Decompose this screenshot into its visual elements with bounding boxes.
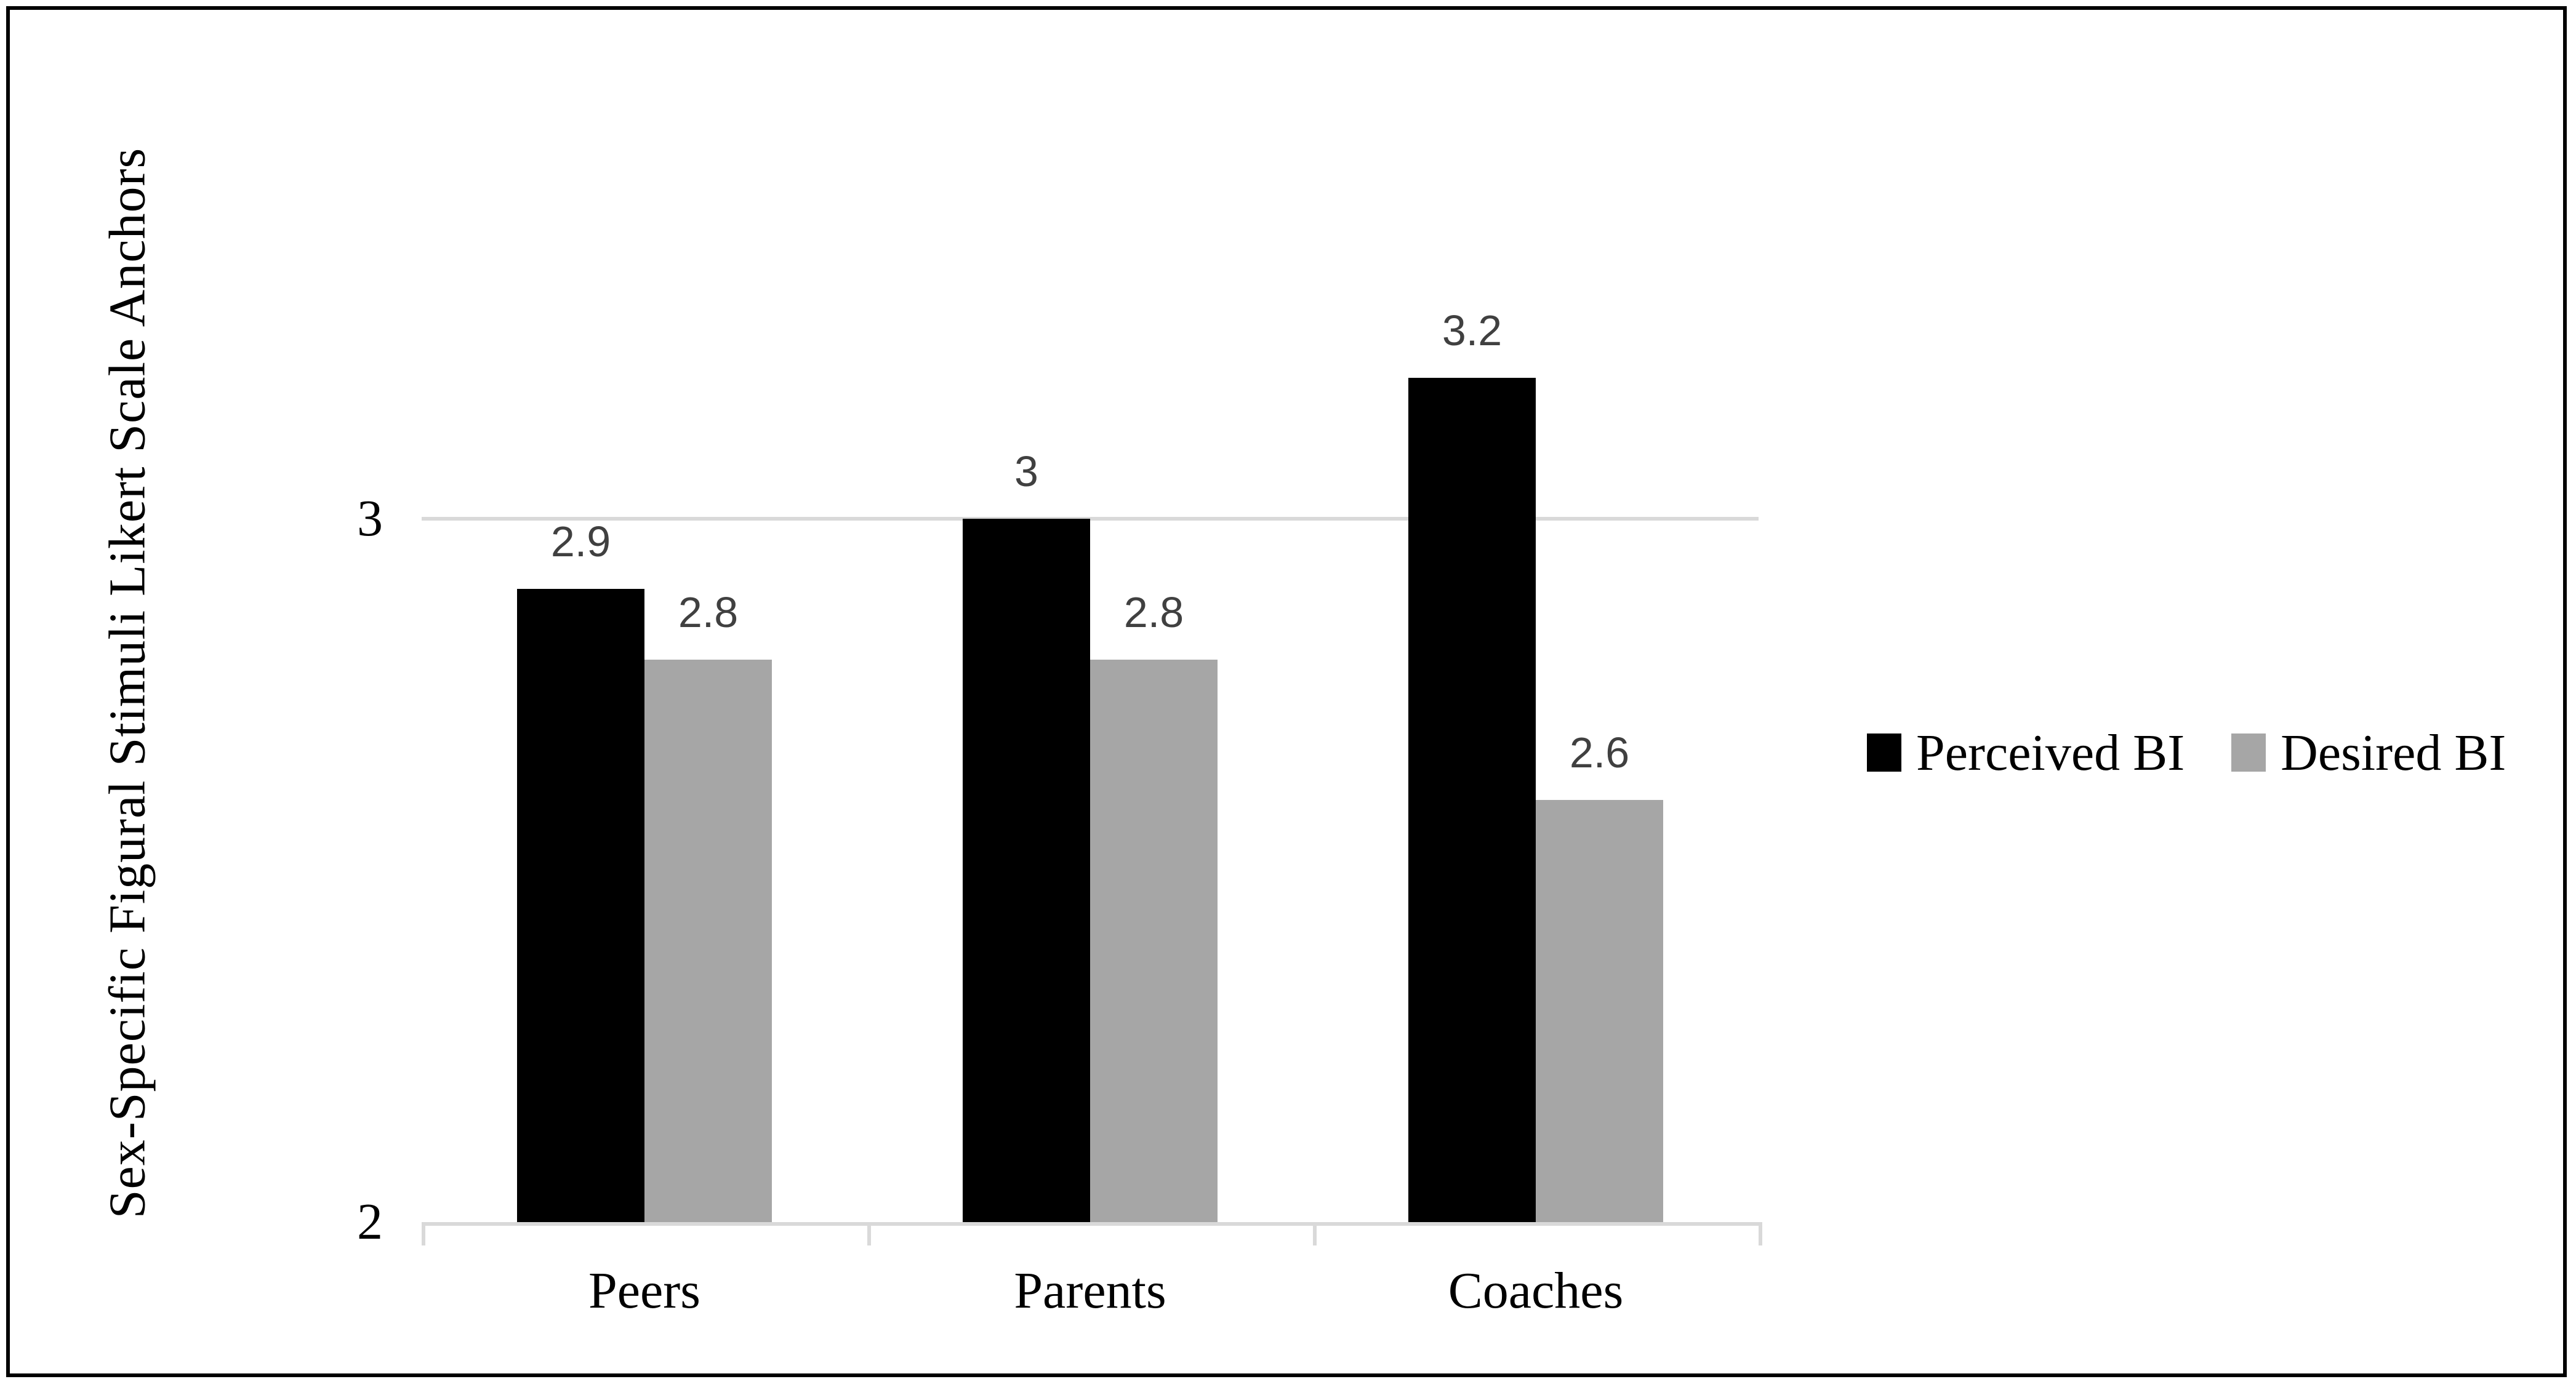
data-label-perceived-bi-parents: 3: [1014, 447, 1038, 495]
legend-label-desired-bi: Desired BI: [2281, 724, 2506, 781]
bar-perceived-bi-coaches: [1408, 378, 1536, 1222]
category-label-coaches: Coaches: [1448, 1262, 1624, 1319]
legend: Perceived BI Desired BI: [1867, 719, 2506, 786]
legend-swatch-perceived-bi: [1867, 733, 1901, 772]
data-label-desired-bi-peers: 2.8: [678, 588, 739, 636]
figure-border: [6, 6, 2567, 1377]
bar-desired-bi-coaches: [1536, 800, 1663, 1222]
data-label-perceived-bi-peers: 2.9: [550, 518, 611, 566]
x-axis-tick: [1313, 1222, 1317, 1245]
bar-perceived-bi-peers: [517, 589, 644, 1222]
y-tick-label-3: 3: [357, 490, 383, 547]
data-label-desired-bi-parents: 2.8: [1123, 588, 1184, 636]
data-label-desired-bi-coaches: 2.6: [1569, 729, 1630, 777]
legend-label-perceived-bi: Perceived BI: [1916, 724, 2185, 781]
x-axis-tick: [422, 1222, 425, 1245]
x-axis-tick: [1759, 1222, 1762, 1245]
y-tick-label-2: 2: [357, 1193, 383, 1250]
legend-item-perceived-bi: Perceived BI: [1867, 723, 2185, 783]
bar-perceived-bi-parents: [963, 519, 1090, 1222]
bar-desired-bi-parents: [1090, 659, 1218, 1222]
data-label-perceived-bi-coaches: 3.2: [1442, 306, 1503, 355]
x-axis-line: [422, 1222, 1762, 1226]
legend-item-desired-bi: Desired BI: [2231, 723, 2506, 783]
category-label-peers: Peers: [588, 1262, 700, 1319]
x-axis-tick: [867, 1222, 871, 1245]
bar-desired-bi-peers: [644, 659, 772, 1222]
category-label-parents: Parents: [1014, 1262, 1166, 1319]
gridline-3: [422, 517, 1759, 521]
legend-swatch-desired-bi: [2231, 733, 2266, 772]
y-axis-title: Sex-Specific Figural Stimuli Likert Scal…: [98, 147, 156, 1219]
